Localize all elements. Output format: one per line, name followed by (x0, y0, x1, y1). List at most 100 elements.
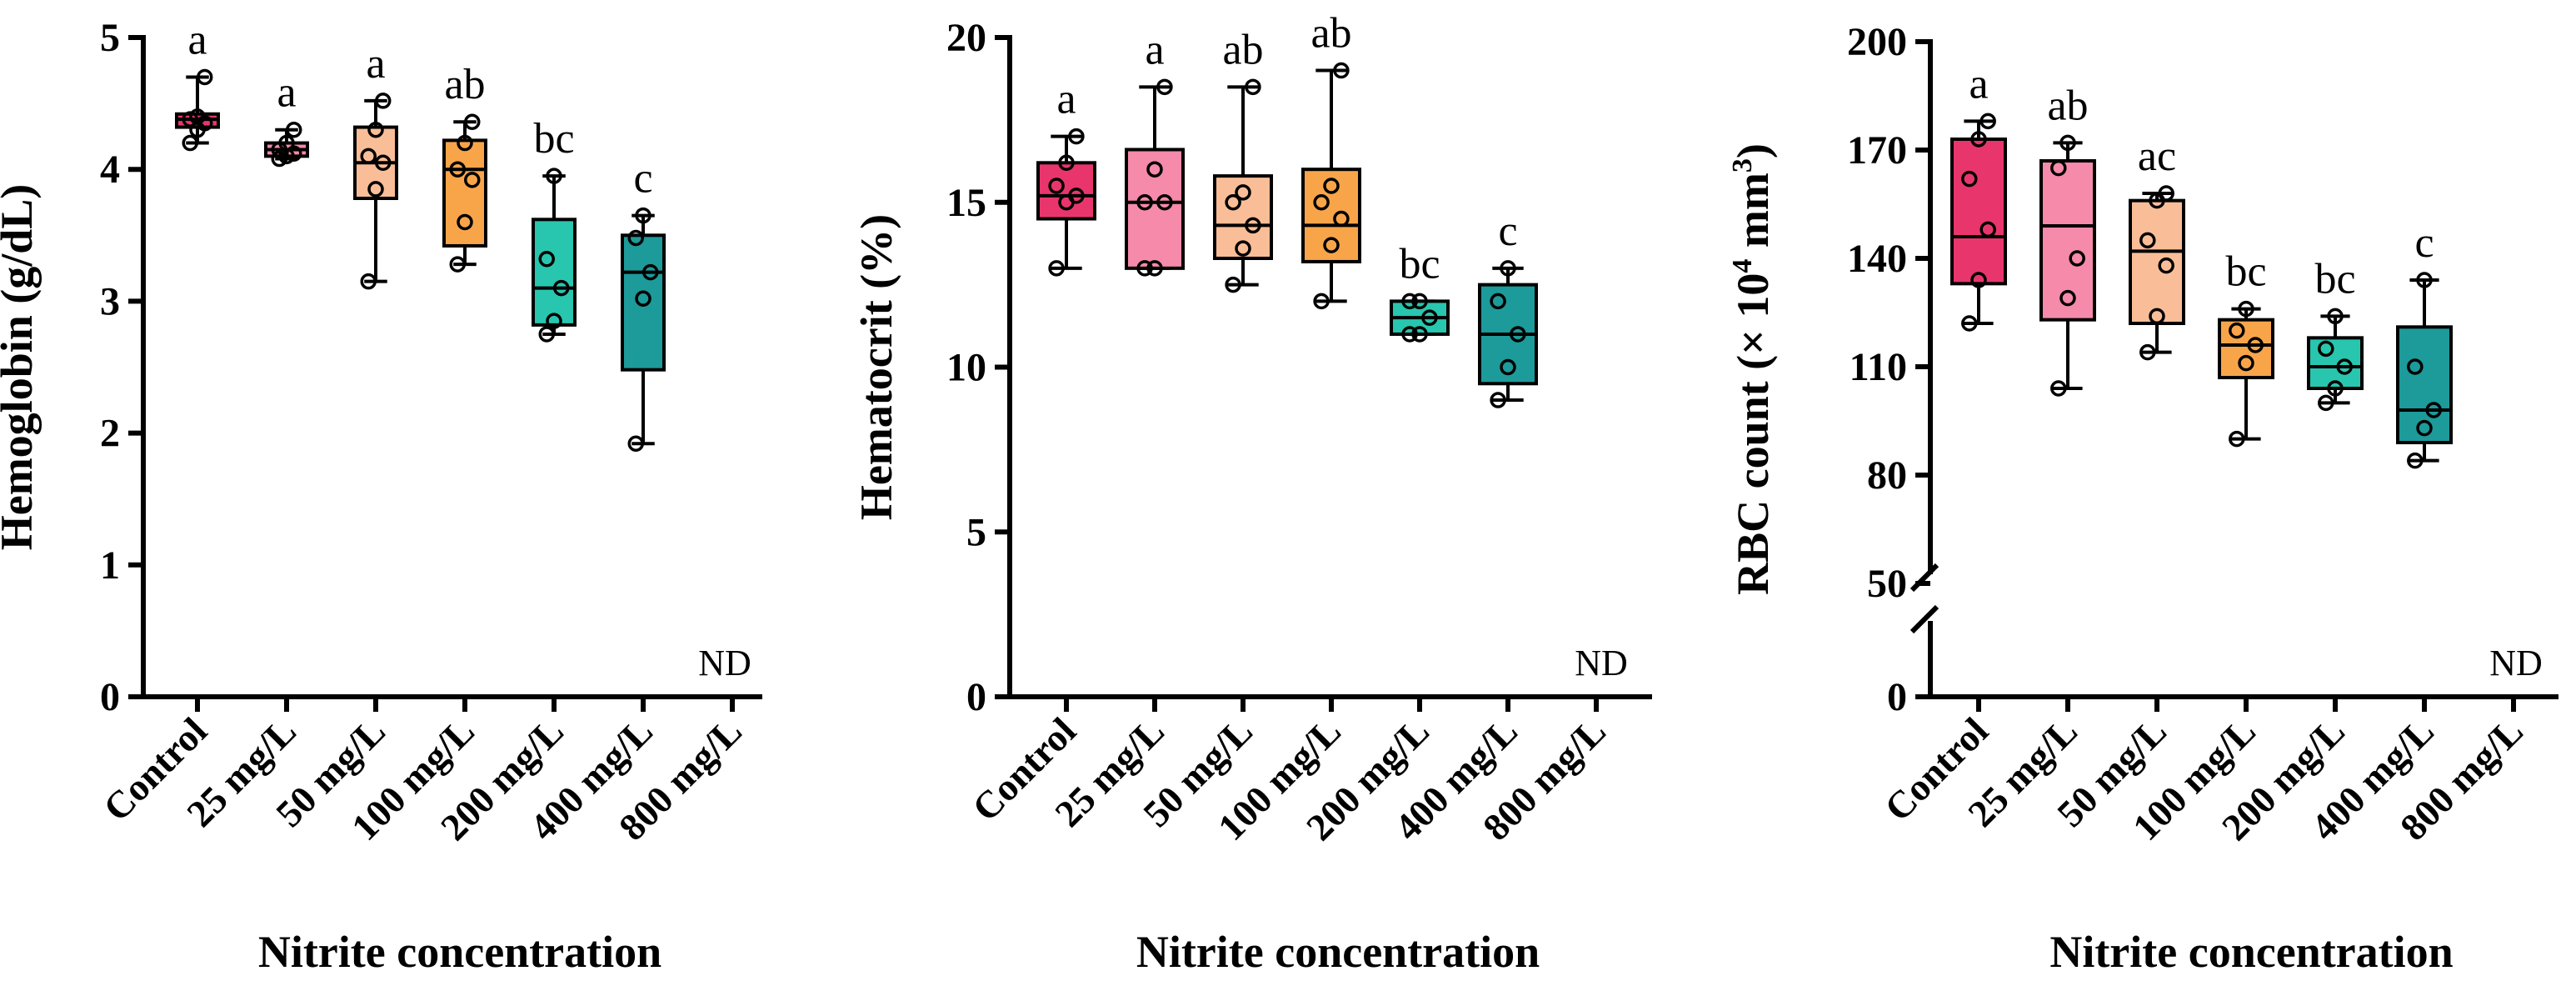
data-point (1970, 131, 1987, 148)
significance-letter: a (366, 40, 385, 88)
data-point (1156, 194, 1173, 211)
data-point (278, 134, 295, 152)
data-point (642, 263, 659, 281)
data-point (1058, 154, 1075, 172)
data-point (457, 213, 473, 231)
y-axis-label-part: ) (1728, 143, 1778, 158)
not-detected-label: ND (2489, 643, 2543, 683)
y-tick-label: 0 (100, 675, 120, 719)
data-point (1313, 293, 1330, 310)
y-axis-label: Hemoglobin (g/dL) (0, 184, 42, 551)
data-point (2425, 402, 2442, 418)
box-group: a (264, 69, 309, 168)
data-point (2158, 185, 2174, 202)
data-point (2318, 340, 2334, 358)
iqr-box (2307, 336, 2364, 391)
x-axis-label: Nitrite concentration (258, 927, 661, 977)
data-point (2416, 272, 2433, 288)
data-point (538, 251, 555, 268)
data-point (2139, 232, 2156, 249)
box-group: ab (442, 61, 487, 273)
y-axis-label: Hematocrit (%) (851, 214, 901, 520)
box-group: ab (1213, 26, 1273, 293)
data-point (1068, 188, 1085, 204)
data-point (182, 111, 198, 128)
axis-break-mark (1910, 604, 1939, 634)
box-group: ab (2039, 82, 2096, 397)
data-point (2407, 358, 2424, 375)
data-point (1323, 178, 1340, 194)
data-point (1961, 315, 1978, 332)
significance-letter: ab (1310, 10, 1351, 58)
y-tick-label: 20 (946, 16, 986, 60)
data-point (375, 93, 392, 109)
y-tick-label: 10 (946, 346, 986, 390)
y-tick-label: 2 (100, 412, 120, 456)
significance-letter: c (2414, 219, 2434, 267)
data-point (635, 207, 651, 224)
data-point (1235, 184, 1251, 201)
y-tick-label: 0 (966, 675, 986, 719)
data-point (2238, 300, 2254, 318)
data-point (1225, 276, 1241, 293)
data-point (1490, 392, 1506, 408)
significance-letter: bc (2225, 248, 2266, 296)
y-axis-label: RBC count (× 104 mm3) (1727, 143, 1778, 595)
data-point (2059, 134, 2076, 152)
box-group: c (621, 155, 666, 453)
data-point (1500, 358, 1516, 376)
data-point (182, 134, 198, 152)
data-point (2050, 380, 2067, 397)
significance-letter: a (187, 16, 207, 63)
significance-letter: a (1145, 26, 1164, 73)
significance-letter: ab (2047, 82, 2088, 129)
data-point (449, 161, 466, 178)
significance-letter: c (633, 155, 652, 203)
data-point (2327, 380, 2344, 397)
significance-letter: bc (1399, 240, 1440, 288)
significance-letter: ab (444, 61, 485, 108)
y-tick-label: 110 (1850, 345, 1907, 389)
x-axis-label: Nitrite concentration (2049, 927, 2453, 977)
data-point (2069, 250, 2085, 267)
data-point (1245, 78, 1261, 96)
data-point (1146, 260, 1163, 277)
significance-letter: ab (1222, 26, 1263, 73)
data-point (367, 121, 384, 138)
box-group: bc (532, 115, 577, 343)
data-point (635, 290, 651, 307)
data-point (2059, 289, 2076, 307)
data-point (457, 134, 473, 152)
box-group: ab (1301, 10, 1361, 310)
not-detected-label: ND (1575, 643, 1628, 683)
data-point (2229, 430, 2245, 448)
y-tick-label: 0 (1887, 675, 1907, 719)
data-point (1048, 260, 1065, 277)
y-tick-label: 1 (100, 543, 120, 588)
data-point (2416, 419, 2433, 437)
y-tick-label: 170 (1847, 128, 1907, 173)
data-point (1048, 178, 1065, 194)
significance-letter: a (1969, 60, 1988, 108)
box-group: bc (2307, 255, 2364, 412)
box-group: a (1950, 60, 2007, 332)
y-tick-label: 4 (100, 148, 120, 192)
data-point (1225, 194, 1241, 211)
data-point (546, 168, 562, 184)
significance-letter: bc (533, 115, 574, 163)
iqr-box (621, 233, 666, 372)
data-point (538, 326, 555, 343)
not-detected-label: ND (698, 643, 751, 683)
y-tick-label: 5 (966, 510, 986, 554)
data-point (2139, 343, 2156, 361)
y-axis-label-part: 4 (1727, 259, 1758, 273)
y-tick-label: 200 (1847, 20, 1907, 64)
y-tick-label: 5 (100, 16, 120, 60)
iqr-box (1301, 168, 1361, 263)
data-point (360, 148, 377, 165)
data-point (1333, 62, 1350, 79)
data-point (1961, 170, 1978, 188)
